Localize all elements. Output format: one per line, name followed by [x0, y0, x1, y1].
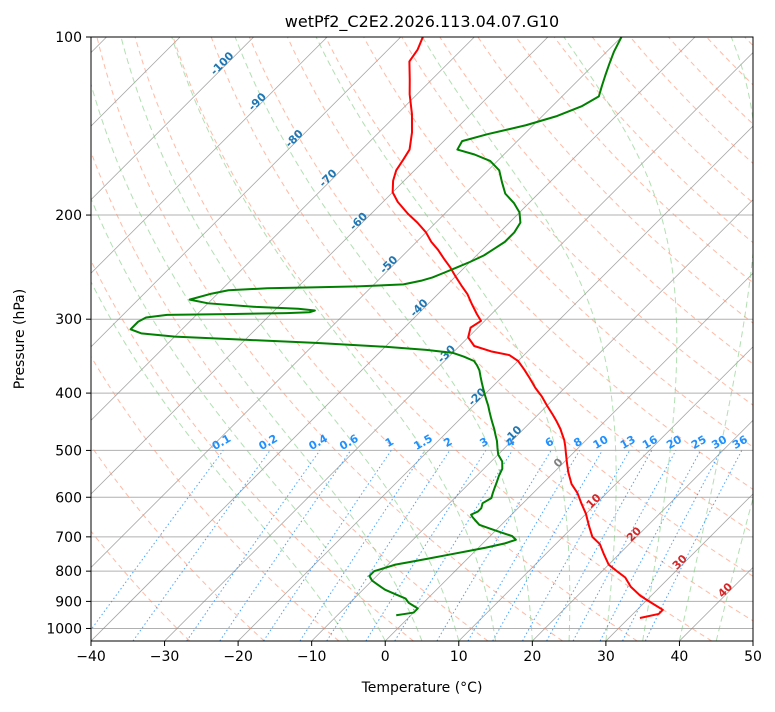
y-tick-label: 600 — [55, 490, 82, 506]
y-tick-label: 800 — [55, 564, 82, 580]
moist-adiabat-line — [315, 37, 571, 641]
plot-area — [91, 37, 753, 641]
mixing-ratio-line — [394, 450, 513, 641]
moist-adiabat-line — [678, 37, 753, 641]
x-tick-label: −40 — [76, 649, 106, 665]
x-tick-label: −10 — [297, 649, 327, 665]
isotherm-line — [91, 37, 254, 201]
y-tick-label: 200 — [55, 208, 82, 224]
moist-adiabat-line — [91, 197, 386, 641]
isotherm-line — [384, 272, 753, 641]
isotherm-line — [458, 346, 753, 641]
isotherm-line — [532, 419, 753, 641]
mixing-ratio-line — [546, 450, 653, 641]
mixing-ratio-line — [644, 450, 743, 641]
isotherm-line — [164, 51, 753, 641]
moist-adiabat-line — [171, 37, 497, 641]
moist-adiabat-line — [91, 280, 349, 641]
dry-adiabat-line — [91, 444, 265, 641]
y-tick-label: 1000 — [46, 621, 82, 637]
mixing-ratio-line — [132, 450, 271, 641]
y-tick-label: 400 — [55, 386, 82, 402]
dry-adiabat-line — [91, 530, 191, 641]
dry-adiabat-line — [96, 37, 563, 641]
moist-adiabat-line — [91, 82, 423, 641]
y-tick-label: 300 — [55, 312, 82, 328]
dry-adiabat-line — [286, 37, 753, 534]
y-tick-label: 700 — [55, 530, 82, 546]
isotherm-line — [605, 493, 753, 641]
mixing-ratio-line — [263, 450, 392, 641]
chart-title: wetPf2_C2E2.2026.113.04.07.G10 — [285, 12, 559, 32]
isotherm-line — [91, 37, 622, 569]
moist-adiabat-line — [234, 37, 533, 641]
isotherm-line — [237, 125, 753, 641]
mixing-ratio-line — [219, 450, 352, 641]
dry-adiabat-line — [91, 355, 340, 641]
dry-adiabat-line — [210, 37, 753, 622]
moist-adiabat-line — [563, 37, 678, 641]
mixing-ratio-line — [572, 450, 677, 641]
y-tick-label: 900 — [55, 594, 82, 610]
isotherm-line — [91, 37, 328, 274]
mixing-ratio-line — [522, 450, 631, 641]
x-axis-title: Temperature (°C) — [361, 680, 483, 696]
dry-adiabat-line — [515, 37, 753, 284]
dewpoint-profile-line — [129, 37, 623, 617]
mixing-ratio-line — [91, 450, 224, 631]
moist-adiabat-line — [120, 37, 460, 641]
dry-adiabat-line — [91, 259, 414, 641]
mixing-ratio-line — [299, 450, 426, 641]
x-tick-label: 50 — [744, 649, 762, 665]
mixing-ratio-line — [186, 450, 321, 641]
x-tick-label: 40 — [671, 649, 689, 665]
x-tick-label: 30 — [597, 649, 615, 665]
x-tick-label: 20 — [523, 649, 541, 665]
y-tick-label: 500 — [55, 443, 82, 459]
dry-adiabat-line — [134, 37, 638, 641]
dry-adiabat-line — [401, 37, 753, 406]
isotherm-line — [91, 37, 475, 421]
mixing-ratio-line — [326, 450, 451, 641]
y-axis-title: Pressure (hPa) — [12, 289, 28, 389]
dry-adiabat-line — [439, 37, 753, 365]
moist-adiabat-line — [422, 37, 617, 641]
axis-layer: −40 −30 −20 −10 0 10 20 30 40 50 100 200 300 400 500 60… — [46, 30, 762, 665]
dry-adiabat-line — [91, 150, 489, 641]
x-tick-label: −20 — [223, 649, 253, 665]
x-tick-label: 0 — [381, 649, 390, 665]
isotherm-line — [91, 37, 402, 348]
moist-adiabat-line — [715, 496, 753, 641]
isotherm-line — [91, 37, 696, 641]
temperature-profile-line — [391, 37, 664, 619]
y-tick-label: 100 — [55, 30, 82, 46]
x-tick-label: 10 — [450, 649, 468, 665]
dry-adiabat-line — [248, 37, 753, 577]
x-tick-label: −30 — [150, 649, 180, 665]
plot-frame — [90, 36, 754, 642]
dry-adiabat-line — [172, 37, 713, 641]
